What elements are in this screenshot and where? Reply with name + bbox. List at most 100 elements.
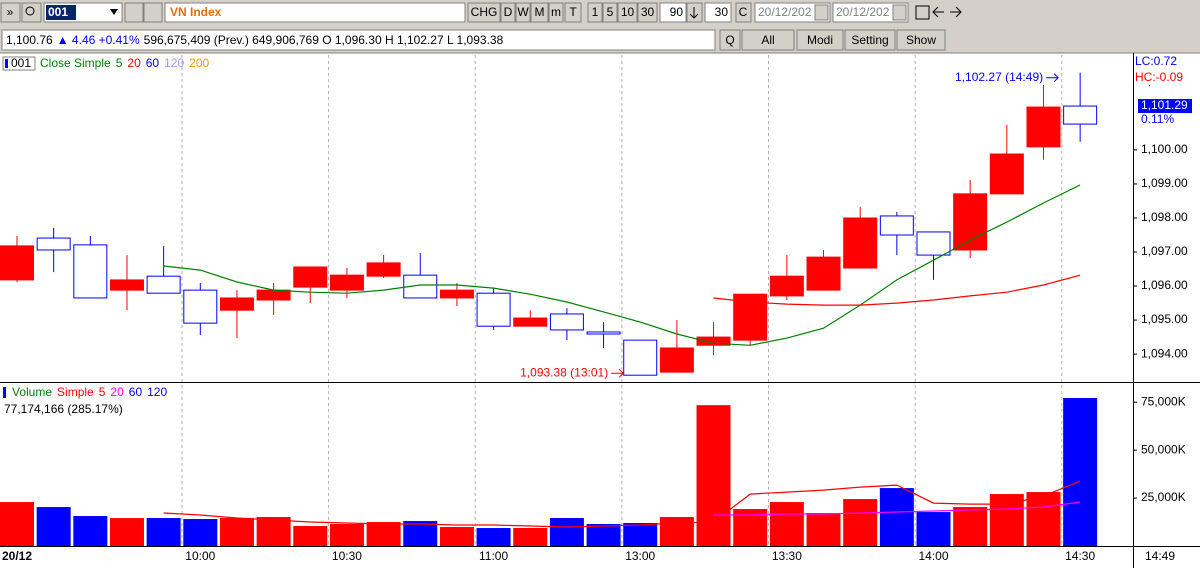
view-button[interactable]	[796, 29, 844, 51]
volume-bar	[403, 521, 438, 546]
forward-icon[interactable]	[950, 6, 962, 18]
search-button[interactable]	[21, 2, 42, 23]
candle-body	[109, 279, 144, 291]
expand-icon: »	[7, 5, 14, 19]
candle-body	[146, 275, 181, 294]
toolbar-button-label: D	[504, 5, 513, 19]
toolbar-button[interactable]	[500, 2, 516, 23]
count-input[interactable]	[659, 2, 687, 23]
legend-entry: 20	[110, 385, 124, 399]
candle-body	[329, 274, 364, 291]
y-tick-label: 1,096.00	[1141, 278, 1188, 292]
tool-button[interactable]	[143, 2, 163, 23]
toolbar-button-label: m	[551, 5, 561, 19]
view-button[interactable]	[844, 29, 896, 51]
toolbar-button[interactable]	[530, 2, 549, 23]
volume-bar	[476, 528, 511, 546]
candle-body	[183, 289, 218, 324]
candle-body	[696, 336, 731, 346]
volume-bar	[219, 518, 254, 546]
volume-bar	[586, 524, 621, 546]
view-buttons: Q All Modi Setting Show	[719, 29, 946, 51]
tool-button[interactable]	[124, 2, 144, 23]
toolbar-button[interactable]	[602, 2, 618, 23]
symbol-selection	[46, 5, 76, 20]
date-to-text: 20/12/202	[836, 5, 890, 19]
date-from-input[interactable]	[754, 2, 831, 23]
date-to-input[interactable]	[832, 2, 909, 23]
back-icon[interactable]	[932, 6, 944, 18]
view-button[interactable]	[896, 29, 946, 51]
y-tick-label: 1,094.00	[1141, 346, 1188, 360]
candle-body	[659, 347, 694, 373]
date-from-text: 20/12/202	[758, 5, 812, 19]
lc-label: LC:0.72	[1135, 54, 1177, 68]
toolbar-button[interactable]	[587, 2, 603, 23]
view-button[interactable]	[741, 29, 795, 51]
view-button[interactable]	[719, 29, 741, 51]
candle-body	[586, 331, 621, 335]
volume-bar	[256, 517, 291, 546]
symbol-tag-marker	[5, 59, 8, 68]
legend-title: Volume	[12, 385, 52, 399]
symbol-tag	[2, 56, 36, 71]
toolbar-button[interactable]	[515, 2, 531, 23]
volume-bar	[0, 502, 34, 546]
x-tick-label: 14:30	[1065, 549, 1095, 563]
candle-body	[1063, 105, 1098, 125]
quote-detail: 596,675,409 (Prev.) 649,906,769 O 1,096.…	[144, 33, 504, 47]
candle-body	[293, 266, 328, 288]
x-tick-label: 20/12	[2, 549, 32, 563]
volume-bar	[769, 502, 804, 546]
expand-button[interactable]	[0, 2, 21, 23]
volume-bar	[916, 512, 951, 546]
legend-title: Simple	[57, 385, 94, 399]
candle-body	[0, 245, 34, 281]
legend-entry: 60	[146, 56, 160, 70]
volume-bar	[879, 488, 914, 546]
candle-body	[769, 275, 804, 297]
mode-button[interactable]	[735, 2, 752, 23]
candle-body	[806, 256, 841, 291]
candle-body	[256, 289, 291, 301]
candle-body	[219, 297, 254, 311]
x-tick-label: 13:30	[772, 549, 802, 563]
y-tick-label: 25,000K	[1141, 490, 1186, 504]
interval-input[interactable]	[704, 2, 732, 23]
x-tick-label: 13:00	[625, 549, 655, 563]
symbol-tag-text: 001	[11, 56, 31, 70]
view-button-label: Modi	[807, 33, 833, 47]
change-label: 0.11%	[1141, 112, 1174, 126]
name-box	[164, 2, 466, 23]
interval-text: 30	[715, 5, 729, 19]
toolbar-button-label: T	[569, 5, 577, 19]
view-button-label: All	[761, 33, 774, 47]
legend-entry: 5	[116, 56, 123, 70]
last-price: 1,100.76	[6, 33, 53, 47]
toolbar-button[interactable]	[637, 2, 658, 23]
date-dropdown[interactable]	[814, 4, 829, 21]
candle-body	[549, 313, 584, 331]
toolbar-button-label: 10	[621, 5, 635, 19]
volume-bar	[843, 499, 878, 546]
volume-bar	[293, 526, 328, 546]
toolbar-button[interactable]	[467, 2, 501, 23]
save-icon[interactable]	[915, 5, 930, 20]
search-icon	[25, 6, 35, 16]
candle-body	[879, 215, 914, 236]
legend-title: Close Simple	[40, 56, 111, 70]
toolbar-button[interactable]	[564, 2, 582, 23]
hc-label: HC:-0.09	[1135, 70, 1183, 84]
x-tick-label: 10:30	[332, 549, 362, 563]
candle-body	[403, 274, 438, 299]
volume-tag-marker	[3, 387, 6, 398]
x-tick-label: 11:00	[479, 549, 508, 563]
toolbar-button[interactable]	[617, 2, 638, 23]
toolbar-button[interactable]	[548, 2, 564, 23]
legend-entry: 20	[127, 56, 141, 70]
candle-body	[1026, 106, 1061, 148]
dropdown-arrow[interactable]	[110, 9, 118, 15]
quote-box	[1, 29, 716, 51]
date-dropdown[interactable]	[892, 4, 907, 21]
candle-body	[953, 193, 988, 251]
